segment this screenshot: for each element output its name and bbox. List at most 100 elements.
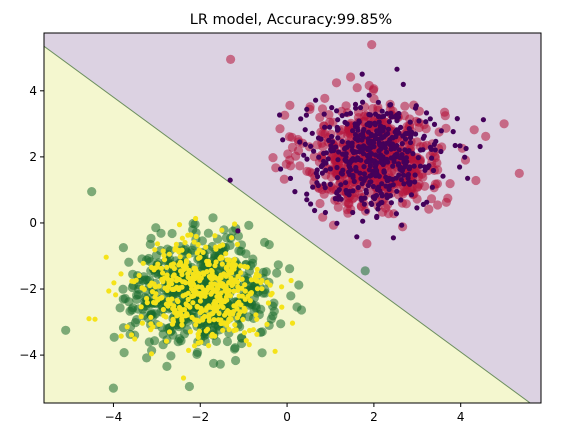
cluster-0-predicted-point: [411, 163, 417, 169]
cluster-1-true-label-point: [151, 250, 161, 260]
cluster-0-predicted-point: [454, 116, 460, 122]
cluster-1-predicted-point: [138, 304, 144, 310]
cluster-0-predicted-point: [390, 182, 396, 188]
cluster-0-predicted-point: [366, 92, 372, 98]
cluster-0-predicted-point: [348, 167, 354, 173]
cluster-0-predicted-point: [321, 111, 327, 117]
cluster-1-predicted-point: [254, 286, 261, 292]
cluster-0-predicted-point: [366, 167, 373, 173]
cluster-1-predicted-point: [198, 339, 204, 345]
cluster-1-predicted-point: [182, 239, 188, 246]
cluster-1-predicted-point: [232, 221, 238, 227]
cluster-0-predicted-point: [463, 145, 469, 152]
cluster-1-predicted-point: [161, 257, 168, 263]
cluster-1-predicted-point: [165, 297, 171, 303]
cluster-0-predicted-point: [397, 155, 403, 161]
cluster-0-predicted-point: [334, 124, 340, 130]
cluster-1-predicted-point: [158, 265, 164, 271]
cluster-0-outlier-point: [367, 40, 377, 50]
cluster-0-predicted-point: [429, 155, 435, 161]
cluster-0-predicted-point: [344, 111, 350, 117]
cluster-0-predicted-point: [424, 199, 430, 205]
cluster-0-true-label-point: [325, 117, 335, 127]
cluster-0-predicted-point: [325, 156, 331, 162]
cluster-0-predicted-point: [319, 170, 325, 176]
cluster-1-predicted-point: [179, 272, 185, 278]
cluster-0-predicted-point: [353, 164, 359, 171]
cluster-0-predicted-point: [394, 188, 400, 194]
plot-frame: [43, 32, 542, 404]
cluster-1-true-label-point: [264, 240, 274, 250]
cluster-0-predicted-point: [423, 119, 429, 125]
cluster-0-predicted-point: [334, 164, 340, 171]
cluster-0-true-label-point: [279, 174, 289, 184]
cluster-0-predicted-point: [367, 173, 373, 179]
cluster-1-predicted-point: [187, 329, 193, 335]
cluster-0-predicted-point: [407, 139, 414, 146]
cluster-1-predicted-point: [164, 273, 170, 279]
cluster-1-predicted-point: [265, 300, 271, 306]
cluster-1-predicted-point: [218, 290, 224, 296]
cluster-0-predicted-point: [400, 172, 407, 178]
cluster-1-true-label-point: [115, 303, 125, 313]
x-tick-label: −4: [105, 410, 123, 424]
cluster-0-predicted-point: [384, 192, 390, 198]
cluster-0-predicted-point: [402, 147, 408, 153]
cluster-0-predicted-point: [381, 169, 387, 175]
cluster-0-predicted-point: [379, 181, 385, 187]
cluster-0-predicted-point: [340, 151, 346, 157]
cluster-0-predicted-point: [361, 171, 367, 177]
cluster-0-predicted-point: [350, 174, 356, 180]
cluster-0-predicted-point: [390, 163, 396, 169]
cluster-1-true-label-point: [196, 260, 206, 270]
cluster-0-predicted-point: [393, 175, 399, 181]
cluster-0-predicted-point: [393, 211, 399, 217]
cluster-1-predicted-point: [237, 263, 244, 269]
cluster-0-true-label-point: [481, 131, 491, 141]
cluster-1-predicted-point: [148, 327, 154, 333]
cluster-1-predicted-point: [272, 348, 278, 354]
cluster-1-predicted-point: [157, 321, 163, 327]
cluster-1-predicted-point: [152, 247, 158, 253]
cluster-0-predicted-point: [322, 124, 328, 130]
cluster-0-predicted-point: [335, 157, 341, 163]
cluster-0-predicted-point: [361, 126, 367, 133]
chart-title: LR model, Accuracy:99.85%: [190, 12, 392, 28]
cluster-1-true-label-point: [124, 257, 134, 267]
cluster-1-outlier-point: [108, 383, 118, 393]
cluster-1-predicted-point: [148, 314, 154, 320]
cluster-1-predicted-point: [203, 328, 209, 334]
cluster-0-predicted-point: [362, 175, 368, 181]
cluster-1-predicted-point: [254, 331, 260, 337]
cluster-1-true-label-point: [109, 332, 119, 342]
cluster-1-predicted-point: [113, 292, 119, 298]
cluster-1-predicted-point: [176, 304, 183, 311]
cluster-0-predicted-point: [335, 135, 341, 141]
cluster-1-predicted-point: [158, 295, 164, 301]
cluster-0-predicted-point: [364, 208, 370, 214]
cluster-0-predicted-point: [385, 126, 392, 132]
cluster-1-true-label-point: [272, 268, 282, 278]
cluster-1-predicted-point: [239, 285, 245, 291]
cluster-1-true-label-point: [231, 355, 241, 366]
cluster-0-predicted-point: [383, 159, 389, 165]
cluster-1-true-label-point: [167, 228, 177, 239]
cluster-0-true-label-point: [346, 72, 356, 82]
cluster-0-predicted-point: [412, 172, 418, 178]
y-tick-label: 0: [29, 216, 37, 230]
cluster-1-true-label-point: [209, 358, 219, 368]
cluster-1-predicted-point: [138, 314, 144, 320]
cluster-0-predicted-point: [375, 99, 381, 105]
cluster-0-predicted-point: [328, 143, 334, 149]
cluster-0-true-label-point: [295, 161, 305, 171]
cluster-1-true-label-point: [241, 249, 251, 259]
cluster-1-predicted-point: [254, 316, 260, 322]
cluster-0-predicted-point: [361, 201, 367, 207]
cluster-1-predicted-point: [220, 283, 226, 289]
cluster-0-predicted-point: [423, 110, 430, 116]
cluster-0-predicted-point: [302, 127, 308, 133]
cluster-0-true-label-point: [320, 93, 330, 103]
cluster-0-predicted-point: [360, 99, 366, 105]
cluster-1-predicted-point: [191, 343, 198, 349]
cluster-0-predicted-point: [338, 182, 344, 188]
